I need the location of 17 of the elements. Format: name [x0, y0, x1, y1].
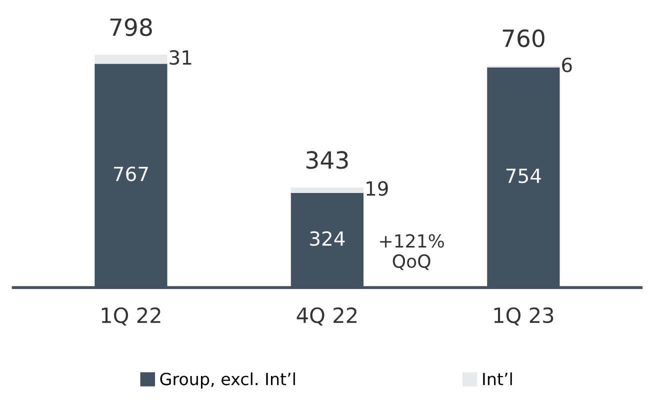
data-label: 324 — [310, 231, 345, 246]
total-label: 798 — [110, 18, 152, 36]
bar — [290, 187, 364, 193]
bar — [94, 54, 168, 64]
data-label: 19 — [366, 181, 388, 196]
legend-label: Int’l — [483, 372, 512, 386]
data-label: 6 — [562, 58, 572, 72]
total-label: 343 — [306, 151, 348, 169]
x-tick-label: 1Q 22 — [102, 307, 160, 326]
total-label: 760 — [502, 29, 544, 48]
x-tick-label: 4Q 22 — [296, 307, 356, 326]
legend-label: Group, excl. Int’l — [160, 372, 295, 389]
data-label: 754 — [506, 168, 541, 184]
data-label: 31 — [170, 50, 192, 65]
x-tick-label: 1Q 23 — [494, 307, 554, 326]
data-label: 767 — [114, 166, 148, 182]
annotation: +121% QoQ — [380, 234, 444, 270]
